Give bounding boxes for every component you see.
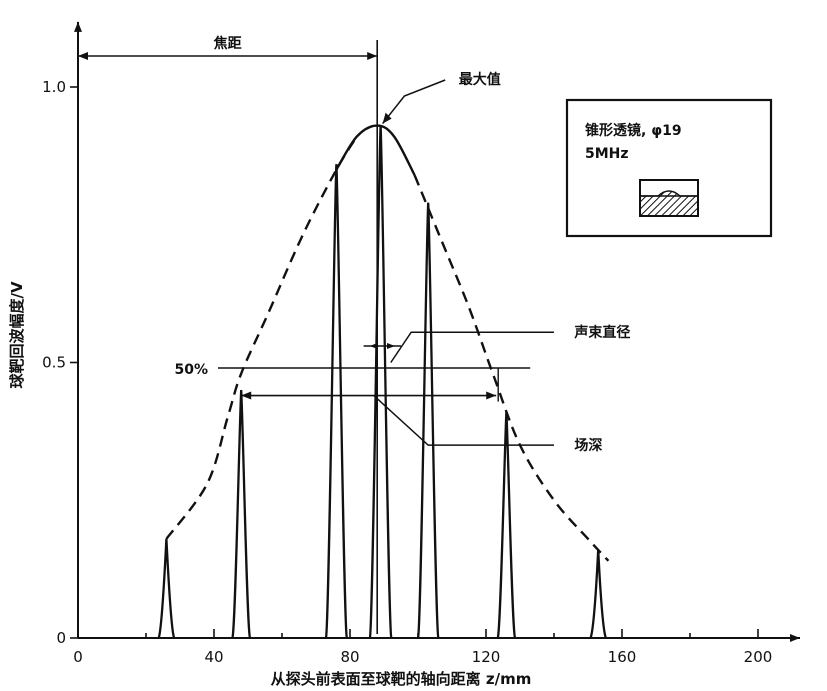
max-value-arrowhead	[382, 112, 392, 124]
legend-line-1: 锥形透镜, φ19	[585, 122, 682, 139]
y-axis-ticks: 0 0.5 1.0	[42, 78, 78, 647]
depth-of-field-label: 场深	[574, 437, 602, 454]
dof-leader	[373, 395, 554, 446]
half-level-label: 50%	[174, 362, 208, 378]
beam-arrow-left	[369, 342, 378, 349]
echo-peak	[231, 389, 252, 639]
x-axis-arrowhead	[790, 634, 800, 642]
y-tick-label: 1.0	[42, 78, 66, 96]
echo-peak	[324, 164, 348, 639]
max-value-label: 最大值	[459, 71, 501, 88]
x-tick-label: 80	[340, 648, 359, 666]
envelope-dashed-right	[413, 174, 610, 562]
dof-arrow-right	[486, 391, 497, 400]
legend-box: 锥形透镜, φ19 5MHz	[565, 98, 773, 238]
y-tick-label: 0.5	[42, 354, 66, 372]
focal-distance-label: 焦距	[213, 35, 242, 52]
y-axis-title: 球靶回波幅度/V	[8, 281, 26, 388]
max-value-leader	[382, 79, 446, 125]
beam-diameter-label: 声束直径	[573, 324, 630, 341]
echo-peak	[157, 538, 176, 639]
x-tick-label: 40	[204, 648, 223, 666]
x-tick-label: 0	[73, 648, 83, 666]
echo-peak	[496, 412, 517, 639]
y-axis-arrowhead	[74, 21, 82, 32]
x-axis-ticks: 0 40 80 120 160 200	[73, 629, 772, 666]
x-tick-label: 200	[744, 648, 773, 666]
echo-peak	[368, 125, 393, 639]
envelope-solid-peak	[335, 124, 416, 176]
echo-peak	[589, 549, 607, 639]
x-tick-label: 160	[608, 648, 637, 666]
echo-peak	[416, 202, 440, 639]
x-axis-title: 从探头前表面至球靶的轴向距离 z/mm	[271, 670, 532, 688]
envelope-dashed-left	[165, 135, 358, 540]
focal-arrow-left	[78, 52, 88, 60]
beam-arrow-right	[387, 342, 395, 349]
annotations	[78, 40, 554, 634]
x-tick-label: 120	[472, 648, 501, 666]
legend-line-2: 5MHz	[585, 146, 629, 162]
lens-icon	[639, 179, 699, 217]
beam-leader	[390, 331, 554, 363]
focal-arrow-right	[367, 52, 378, 60]
dof-arrow-left	[241, 391, 252, 400]
axes	[74, 21, 800, 642]
y-tick-label: 0	[56, 629, 66, 647]
peaks	[157, 125, 607, 639]
